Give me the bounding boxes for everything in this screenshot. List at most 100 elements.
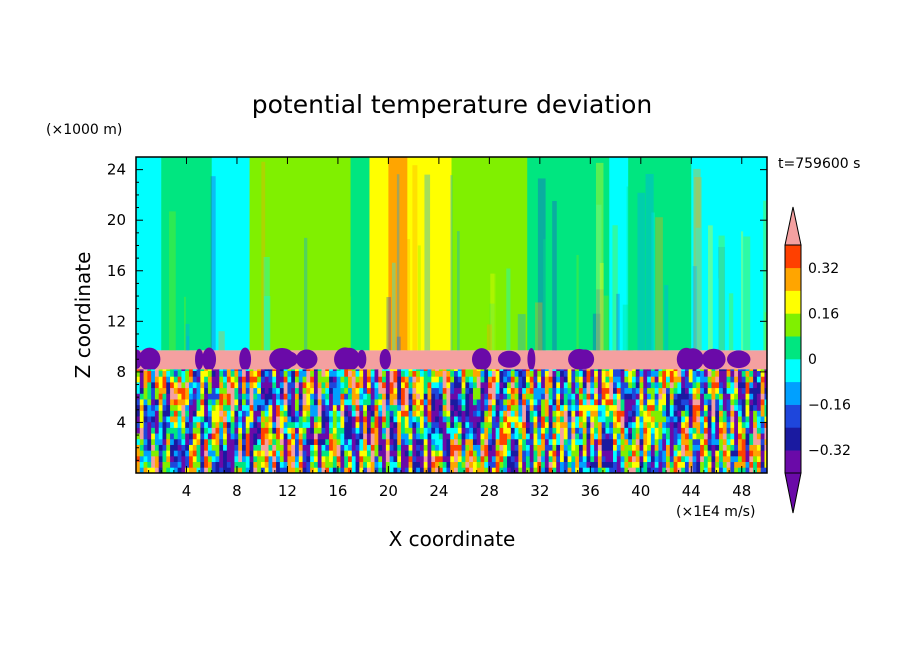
field-cell bbox=[385, 410, 391, 417]
field-cell bbox=[529, 387, 534, 394]
field-cell bbox=[397, 404, 402, 411]
field-cell bbox=[684, 438, 690, 445]
field-cell bbox=[662, 427, 667, 434]
field-cell bbox=[722, 416, 728, 423]
field-cell bbox=[711, 369, 716, 372]
field-cell bbox=[499, 376, 504, 383]
field-cell bbox=[170, 410, 175, 417]
field-cell bbox=[332, 438, 338, 445]
field-cell bbox=[658, 421, 663, 428]
field-cell bbox=[431, 438, 436, 445]
field-cell bbox=[624, 410, 629, 417]
field-cell bbox=[525, 467, 531, 473]
field-cell bbox=[476, 444, 481, 451]
field-cell bbox=[302, 438, 307, 445]
field-cell bbox=[669, 433, 675, 440]
field-cell bbox=[329, 376, 334, 383]
field-cell bbox=[715, 438, 720, 445]
field-cell bbox=[211, 438, 216, 445]
field-cell bbox=[431, 376, 436, 383]
field-cell bbox=[177, 450, 182, 457]
field-cell bbox=[215, 455, 220, 463]
field-cell bbox=[204, 393, 209, 400]
field-cell bbox=[495, 427, 500, 434]
field-cell bbox=[158, 381, 163, 389]
field-cell bbox=[681, 467, 686, 473]
field-cell bbox=[594, 450, 599, 457]
field-cell bbox=[238, 399, 243, 406]
field-cell bbox=[563, 433, 569, 440]
field-cell bbox=[419, 370, 425, 377]
field-cell bbox=[276, 467, 281, 473]
field-cell bbox=[423, 410, 428, 417]
field-cell bbox=[635, 381, 640, 389]
field-cell bbox=[219, 404, 224, 411]
field-cell bbox=[166, 416, 171, 423]
field-cell bbox=[597, 404, 603, 411]
field-cell bbox=[151, 410, 156, 417]
field-cell bbox=[495, 370, 500, 377]
field-cell bbox=[287, 369, 292, 372]
field-cell bbox=[688, 399, 693, 406]
field-blob bbox=[357, 349, 367, 369]
field-cell bbox=[257, 427, 262, 434]
field-cell bbox=[495, 450, 500, 457]
field-cell bbox=[189, 381, 194, 389]
field-cell bbox=[700, 461, 705, 468]
field-cell bbox=[260, 444, 266, 451]
field-cell bbox=[556, 381, 561, 389]
field-cell bbox=[170, 455, 175, 463]
field-cell bbox=[310, 455, 315, 463]
field-band bbox=[136, 157, 162, 351]
field-cell bbox=[753, 444, 758, 451]
field-cell bbox=[560, 387, 565, 394]
field-cell bbox=[427, 404, 432, 411]
field-cell bbox=[620, 387, 625, 394]
field-cell bbox=[643, 450, 648, 457]
field-cell bbox=[522, 455, 527, 463]
field-cell bbox=[601, 450, 606, 457]
x-tick-label: 24 bbox=[429, 482, 448, 500]
field-cell bbox=[344, 370, 349, 377]
field-cell bbox=[196, 393, 201, 400]
field-cell bbox=[249, 427, 254, 434]
field-cell bbox=[609, 416, 614, 423]
field-cell bbox=[715, 410, 720, 417]
field-cell bbox=[143, 444, 148, 451]
field-cell bbox=[378, 376, 383, 383]
field-cell bbox=[310, 393, 315, 400]
field-cell bbox=[567, 438, 572, 445]
field-cell bbox=[703, 461, 709, 468]
field-cell bbox=[317, 399, 322, 406]
field-cell bbox=[688, 455, 693, 463]
field-cell bbox=[404, 433, 409, 440]
field-cell bbox=[749, 461, 754, 468]
field-cell bbox=[484, 399, 489, 406]
field-cell bbox=[401, 421, 406, 428]
field-cell bbox=[609, 444, 614, 451]
field-cell bbox=[684, 455, 690, 463]
field-cell bbox=[151, 467, 156, 473]
field-cell bbox=[242, 393, 247, 400]
field-cell bbox=[522, 433, 527, 440]
field-cell bbox=[703, 376, 709, 383]
field-cell bbox=[764, 433, 767, 440]
field-cell bbox=[756, 421, 762, 428]
field-cell bbox=[749, 467, 754, 473]
field-cell bbox=[688, 376, 693, 383]
field-cell bbox=[139, 369, 144, 372]
field-cell bbox=[578, 369, 584, 372]
field-cell bbox=[522, 421, 527, 428]
field-cell bbox=[620, 455, 625, 463]
field-cell bbox=[393, 376, 398, 383]
field-cell bbox=[438, 404, 444, 411]
field-cell bbox=[465, 404, 470, 411]
field-cell bbox=[662, 369, 667, 372]
field-cell bbox=[378, 455, 383, 463]
field-cell bbox=[499, 404, 504, 411]
field-cell bbox=[582, 461, 587, 468]
field-cell bbox=[268, 404, 273, 411]
field-cell bbox=[450, 455, 455, 463]
field-cell bbox=[401, 410, 406, 417]
field-cell bbox=[548, 393, 553, 400]
